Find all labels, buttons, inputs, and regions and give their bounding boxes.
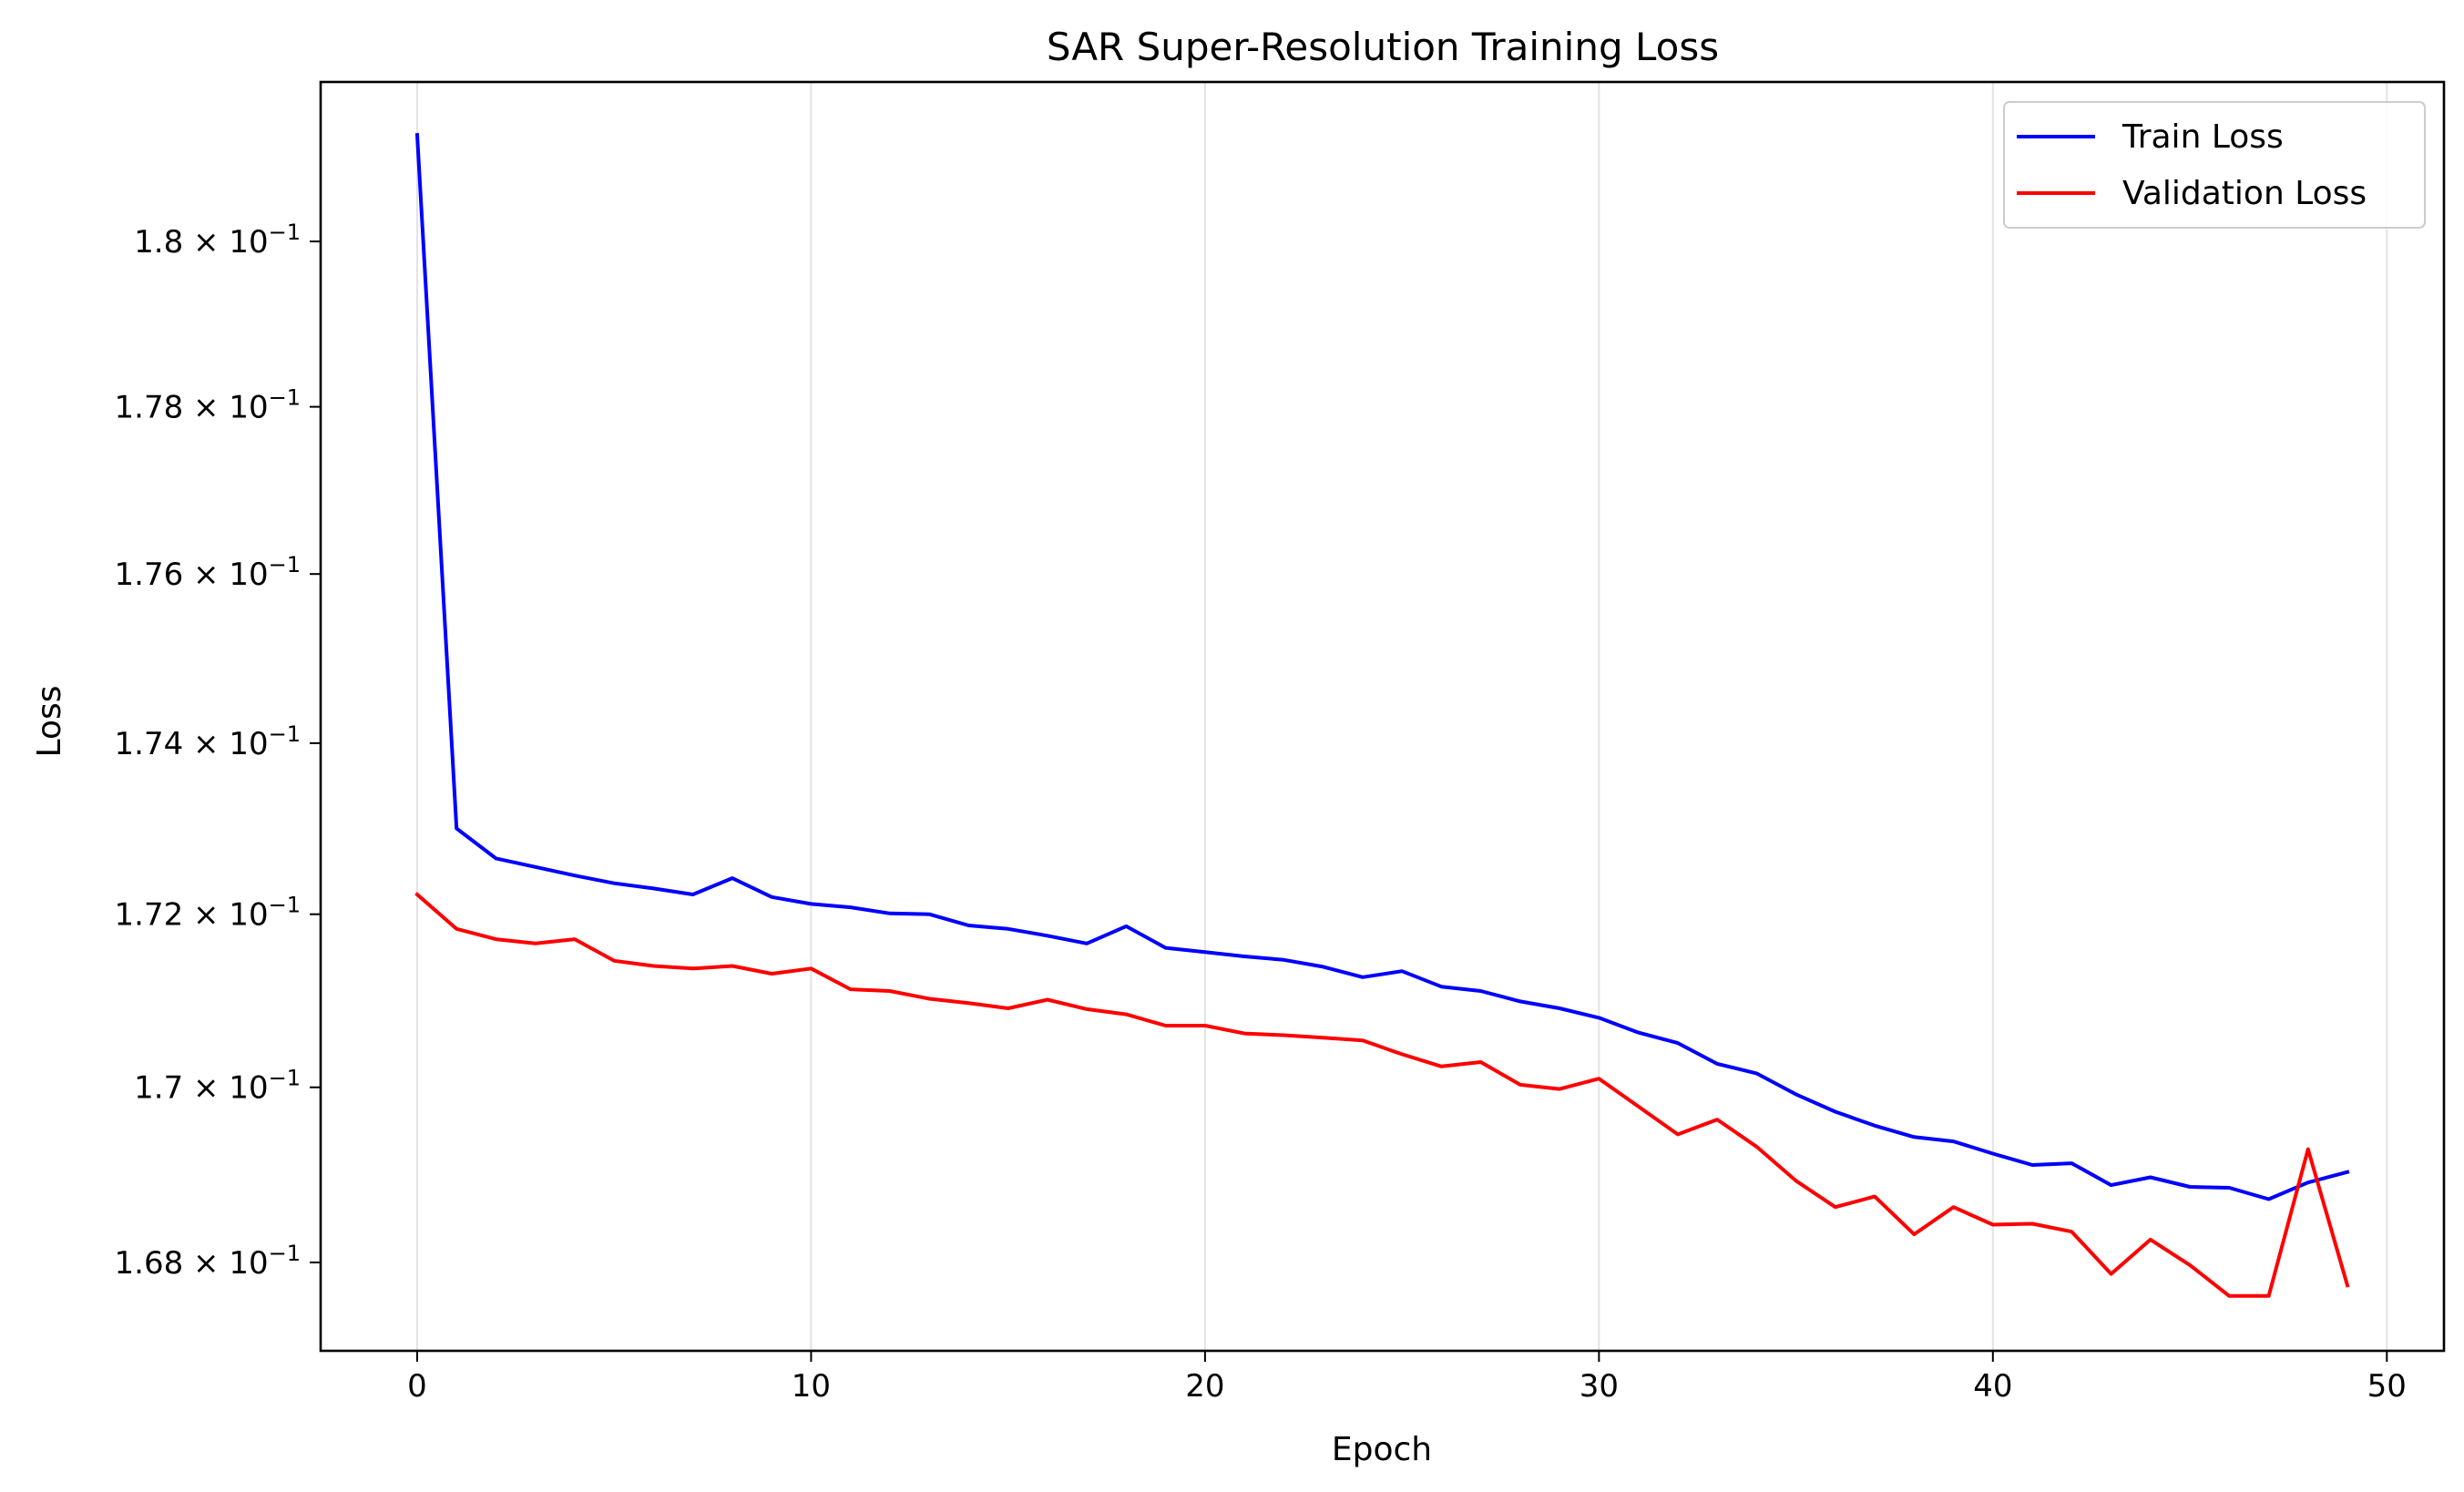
y-tick-exponent: −1 [269,893,301,918]
y-tick-mantissa: 1.72 [115,897,184,934]
y-tick-exponent: −1 [269,721,301,747]
y-tick-base: 10 [229,1245,268,1282]
y-tick-mantissa: 1.7 [134,1070,183,1107]
legend: Train Loss Validation Loss [2003,101,2426,229]
y-tick-exponent: −1 [269,1066,301,1091]
x-tick-label: 20 [1185,1368,1224,1405]
y-tick-mantissa: 1.74 [115,726,184,762]
y-axis: 1.68 × 10−1 1.7 × 10−1 1.72 × 10−1 1.74 × 1… [115,220,321,1282]
x-tick-label: 40 [1973,1368,2012,1405]
y-tick-label: 1.7 × 10−1 [134,1066,301,1107]
y-tick-exponent: −1 [269,220,301,245]
x-tick-label: 30 [1580,1368,1619,1405]
y-tick-label: 1.74 × 10−1 [115,721,301,762]
y-tick-mantissa: 1.78 [115,390,184,426]
y-tick-mantissa: 1.8 [134,224,183,261]
y-tick-mantissa: 1.76 [115,557,184,593]
legend-label: Validation Loss [2122,175,2367,212]
y-tick-label: 1.68 × 10−1 [115,1241,301,1282]
x-tick-label: 10 [792,1368,831,1405]
y-tick-base: 10 [229,897,268,934]
legend-label: Train Loss [2121,118,2284,156]
y-tick-label: 1.76 × 10−1 [115,552,301,593]
legend-box [2003,101,2426,229]
y-tick-label: 1.72 × 10−1 [115,893,301,934]
x-tick-label: 0 [407,1368,427,1405]
y-tick-exponent: −1 [269,552,301,577]
y-tick-label: 1.8 × 10−1 [134,220,301,261]
y-tick-exponent: −1 [269,385,301,411]
x-axis: 0 10 20 30 40 50 [407,1351,2407,1405]
y-tick-base: 10 [229,1070,268,1107]
y-tick-label: 1.78 × 10−1 [115,385,301,426]
chart-title: SAR Super-Resolution Training Loss [1047,25,1719,69]
plot-frame [319,80,2446,1353]
x-gridlines [415,82,2388,1351]
series-lines [414,132,2350,1298]
x-axis-title: Epoch [1332,1431,1432,1468]
y-tick-base: 10 [229,726,268,762]
y-tick-mantissa: 1.68 [115,1245,184,1282]
y-tick-base: 10 [229,224,268,261]
y-tick-base: 10 [229,557,268,593]
y-tick-base: 10 [229,390,268,426]
series-line-validation-loss [414,892,2350,1298]
series-line-train-loss [414,132,2350,1201]
y-tick-exponent: −1 [269,1241,301,1266]
x-tick-label: 50 [2367,1368,2407,1405]
y-axis-title: Loss [31,686,68,758]
